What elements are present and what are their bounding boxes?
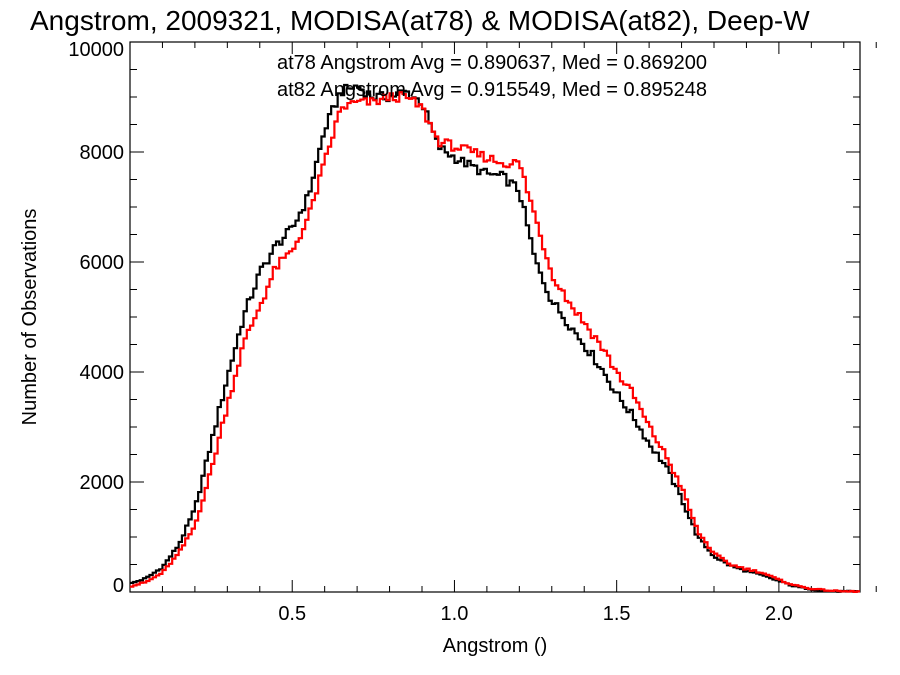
series-line-at82 xyxy=(130,91,860,594)
legend-entry-at82: at82 Angstrom Avg = 0.915549, Med = 0.89… xyxy=(277,79,707,101)
y-axis: 0 2000 4000 6000 8000 10000 xyxy=(68,39,860,597)
y-tick-label: 2000 xyxy=(80,472,125,494)
x-axis: 0.5 1.0 1.5 2.0 xyxy=(129,42,877,625)
y-tick-label: 0 xyxy=(113,575,124,597)
legend-entry-at78: at78 Angstrom Avg = 0.890637, Med = 0.86… xyxy=(277,52,707,74)
x-tick-label: 1.5 xyxy=(603,603,631,625)
y-tick-label: 6000 xyxy=(80,252,125,274)
plot-frame xyxy=(129,41,861,593)
series-layer xyxy=(130,83,860,594)
y-tick-label: 4000 xyxy=(80,362,125,384)
x-tick-label: 1.0 xyxy=(441,603,469,625)
x-tick-label: 0.5 xyxy=(278,603,306,625)
x-axis-label: Angstrom () xyxy=(443,635,547,657)
chart-title: Angstrom, 2009321, MODISA(at78) & MODISA… xyxy=(30,5,810,36)
y-tick-label: 8000 xyxy=(80,142,125,164)
x-tick-label: 2.0 xyxy=(765,603,793,625)
y-tick-label: 10000 xyxy=(68,39,124,61)
y-axis-label: Number of Observations xyxy=(19,209,41,426)
